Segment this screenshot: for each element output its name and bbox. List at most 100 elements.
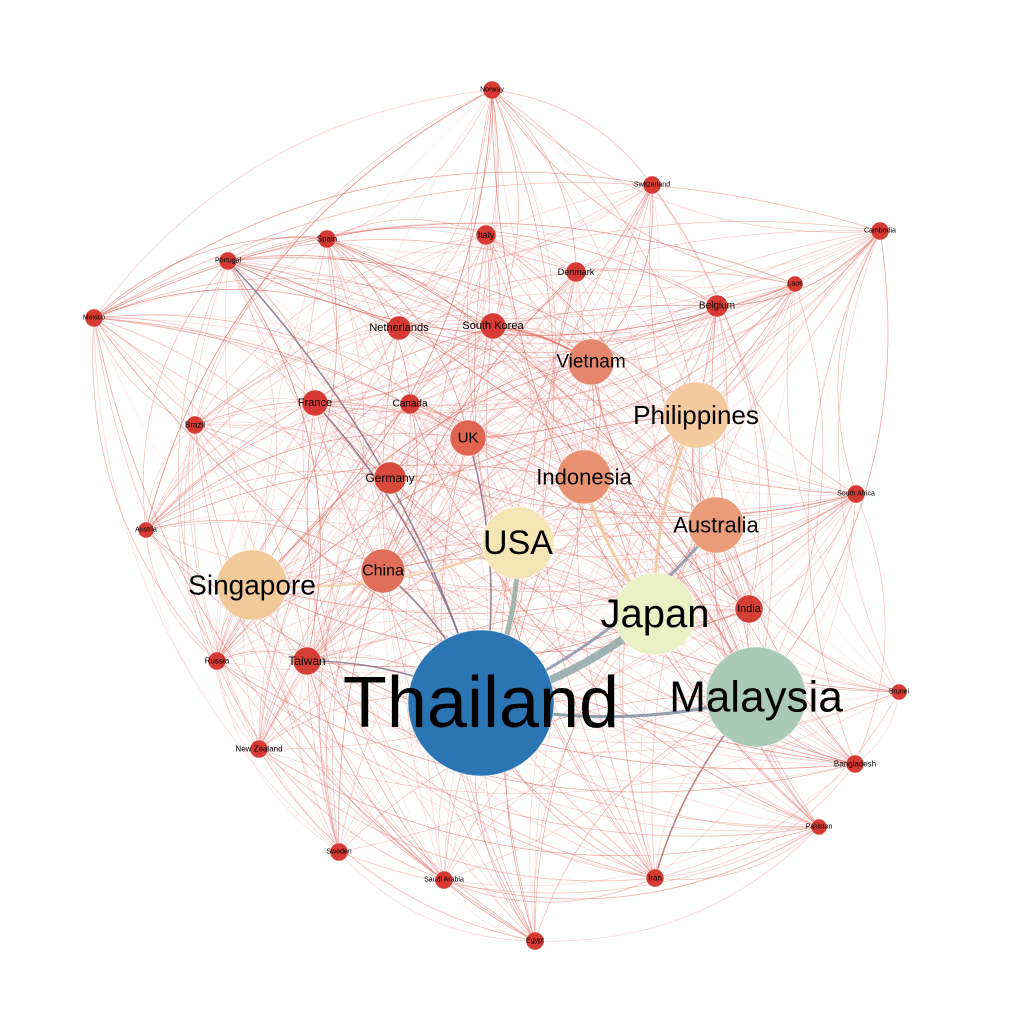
node-vietnam[interactable]: Vietnam	[556, 338, 626, 386]
edge-vietnam-canada	[409, 357, 592, 405]
node-singapore[interactable]: Singapore	[188, 549, 316, 621]
node-circle-sweden[interactable]	[329, 842, 349, 862]
edge-japan-austria	[145, 507, 656, 615]
node-label-australia: Australia	[673, 513, 759, 538]
node-circle-germany[interactable]	[373, 461, 407, 495]
node-australia[interactable]: Australia	[673, 496, 760, 554]
node-circle-brunei[interactable]	[890, 683, 908, 701]
node-circle-denmark[interactable]	[565, 261, 587, 283]
node-circle-belgium[interactable]	[705, 294, 729, 318]
node-saudi-arabia[interactable]: Saudi Arabia	[424, 870, 464, 890]
node-india[interactable]: India	[734, 594, 764, 624]
node-south-africa[interactable]: South Africa	[837, 484, 875, 504]
node-circle-indonesia[interactable]	[556, 449, 612, 505]
edge-uk-italy	[467, 234, 501, 439]
node-iran[interactable]: Iran	[645, 868, 665, 888]
node-china[interactable]: China	[360, 548, 406, 594]
node-bangladesh[interactable]: Bangladesh	[834, 754, 876, 774]
node-circle-russia[interactable]	[207, 651, 227, 671]
edge-indonesia-switzerland	[583, 184, 660, 478]
node-switzerland[interactable]: Switzerland	[634, 175, 670, 195]
node-circle-south-africa[interactable]	[846, 484, 866, 504]
node-france[interactable]: France	[298, 389, 332, 417]
node-indonesia[interactable]: Indonesia	[536, 449, 632, 505]
edge-france-russia	[216, 402, 316, 662]
node-label-south-africa: South Africa	[837, 491, 875, 498]
node-circle-brazil[interactable]	[185, 415, 205, 435]
edge-australia-brunei	[715, 524, 900, 693]
node-cambodia[interactable]: Cambodia	[864, 221, 896, 241]
node-laos[interactable]: Laos	[786, 275, 804, 293]
node-russia[interactable]: Russia	[205, 651, 230, 671]
node-circle-bangladesh[interactable]	[845, 754, 865, 774]
node-circle-iran[interactable]	[645, 868, 665, 888]
node-brazil[interactable]: Brazil	[185, 415, 205, 435]
node-circle-netherlands[interactable]	[386, 315, 412, 341]
node-circle-china[interactable]	[360, 548, 406, 594]
node-circle-saudi-arabia[interactable]	[434, 870, 454, 890]
node-circle-pakistan[interactable]	[810, 818, 828, 836]
edge-spain-saudi-arabia	[302, 238, 445, 881]
node-circle-uk[interactable]	[449, 419, 487, 457]
node-circle-portugal[interactable]	[218, 251, 238, 271]
node-philippines[interactable]: Philippines	[633, 381, 759, 449]
node-circle-singapore[interactable]	[216, 549, 288, 621]
node-circle-usa[interactable]	[481, 506, 555, 580]
node-mexico[interactable]: Mexico	[83, 308, 105, 328]
node-circle-cambodia[interactable]	[870, 221, 890, 241]
node-circle-spain[interactable]	[317, 229, 337, 249]
node-usa[interactable]: USA	[481, 506, 555, 580]
node-canada[interactable]: Canada	[392, 393, 428, 415]
node-circle-india[interactable]	[734, 594, 764, 624]
node-circle-canada[interactable]	[399, 393, 421, 415]
node-netherlands[interactable]: Netherlands	[369, 315, 429, 341]
node-portugal[interactable]: Portugal	[215, 251, 242, 271]
edge-china-brunei	[382, 570, 900, 705]
node-uk[interactable]: UK	[449, 419, 487, 457]
edge-brazil-russia	[178, 424, 218, 662]
edge-belgium-brazil	[194, 292, 718, 426]
node-circle-france[interactable]	[301, 389, 329, 417]
edge-south-korea-switzerland	[492, 184, 653, 327]
node-circle-south-korea[interactable]	[479, 312, 507, 340]
node-thailand[interactable]: Thailand	[343, 629, 619, 777]
node-circle-thailand[interactable]	[407, 629, 555, 777]
node-egypt[interactable]: Egypt	[525, 931, 545, 951]
edge-italy-south-africa	[485, 234, 857, 495]
node-circle-laos[interactable]	[786, 275, 804, 293]
node-circle-italy[interactable]	[475, 224, 497, 246]
node-south-korea[interactable]: South Korea	[462, 312, 524, 340]
node-brunei[interactable]: Brunei	[889, 683, 910, 701]
node-circle-new-zealand[interactable]	[249, 739, 269, 759]
edge-spain-south-africa	[326, 238, 857, 495]
edge-italy-brazil	[194, 234, 487, 426]
node-circle-mexico[interactable]	[84, 308, 104, 328]
node-circle-norway[interactable]	[482, 80, 502, 100]
node-circle-taiwan[interactable]	[292, 646, 322, 676]
node-belgium[interactable]: Belgium	[699, 294, 735, 318]
node-japan[interactable]: Japan	[601, 572, 710, 656]
node-pakistan[interactable]: Pakistan	[806, 818, 833, 836]
node-sweden[interactable]: Sweden	[326, 842, 352, 862]
node-spain[interactable]: Spain	[317, 229, 337, 249]
node-denmark[interactable]: Denmark	[558, 261, 595, 283]
node-malaysia[interactable]: Malaysia	[669, 646, 843, 748]
node-circle-philippines[interactable]	[662, 381, 730, 449]
node-circle-malaysia[interactable]	[705, 646, 807, 748]
node-circle-switzerland[interactable]	[642, 175, 662, 195]
edge-philippines-brunei	[695, 414, 900, 693]
node-norway[interactable]: Norway	[480, 80, 504, 100]
node-circle-vietnam[interactable]	[567, 338, 615, 386]
node-circle-japan[interactable]	[613, 572, 697, 656]
node-circle-australia[interactable]	[687, 496, 745, 554]
node-new-zealand[interactable]: New Zealand	[235, 739, 283, 759]
node-italy[interactable]: Italy	[475, 224, 497, 246]
edge-singapore-norway	[251, 89, 493, 586]
node-germany[interactable]: Germany	[365, 461, 415, 495]
node-austria[interactable]: Austria	[135, 521, 157, 539]
node-taiwan[interactable]: Taiwan	[288, 646, 326, 676]
edge-india-france	[314, 402, 750, 610]
edge-thailand-norway	[480, 89, 555, 704]
node-circle-egypt[interactable]	[525, 931, 545, 951]
node-circle-austria[interactable]	[137, 521, 155, 539]
